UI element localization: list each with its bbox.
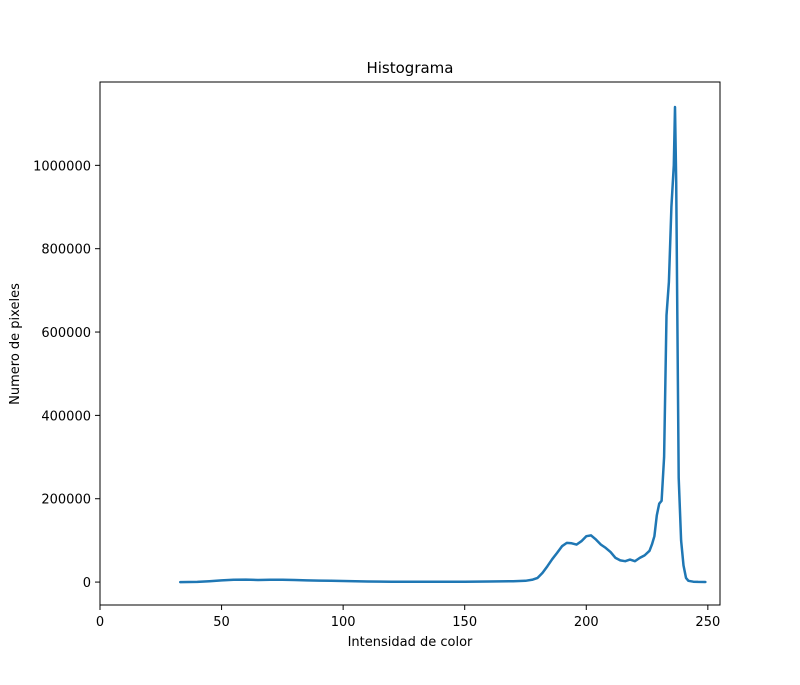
x-tick-label: 100 [331,615,356,630]
x-tick-label: 150 [452,615,477,630]
x-tick-label: 50 [213,615,230,630]
y-axis-label: Numero de pixeles [8,283,23,405]
y-tick-label: 0 [83,576,91,591]
x-tick-label: 250 [695,615,720,630]
y-tick-label: 600000 [41,326,91,341]
y-tick-label: 800000 [41,243,91,258]
plot-frame [99,81,721,606]
y-axis-ticks: 0 200000 400000 600000 800000 1000000 [33,159,100,591]
x-tick-label: 200 [574,615,599,630]
x-tick-label: 0 [96,615,104,630]
chart-title: Histograma [366,59,453,77]
x-axis-label: Intensidad de color [348,635,473,650]
x-axis-ticks: 0 50 100 150 200 250 [96,605,720,630]
y-tick-label: 400000 [41,409,91,424]
y-tick-label: 1000000 [33,159,91,174]
histogram-line [178,105,707,584]
y-tick-label: 200000 [41,493,91,508]
